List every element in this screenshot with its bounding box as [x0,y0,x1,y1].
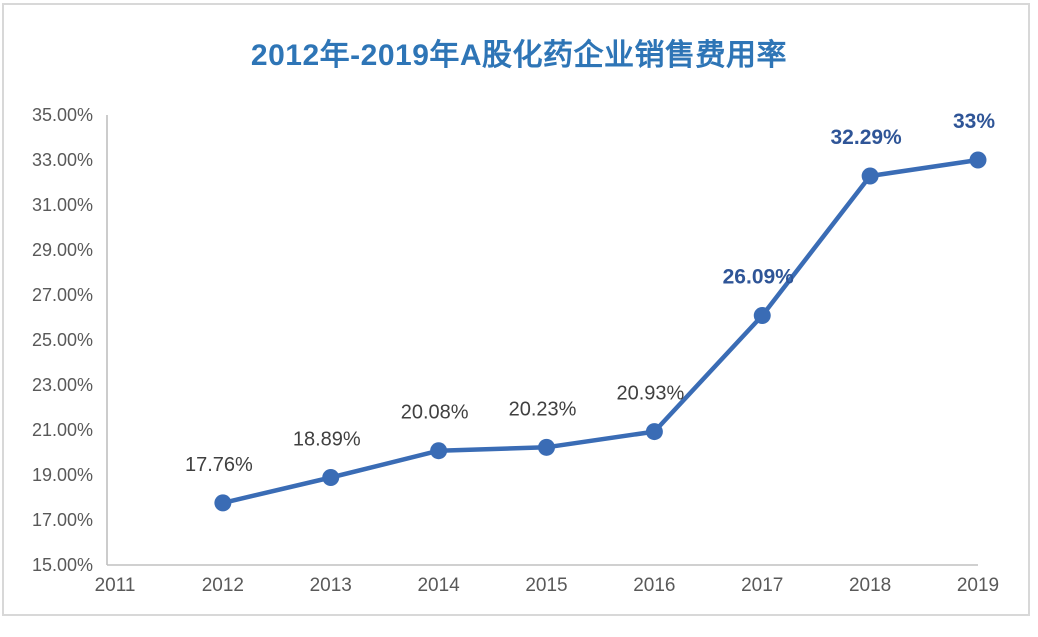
x-axis-label: 2017 [741,575,783,596]
data-point-2017 [753,306,771,324]
y-axis-label: 19.00% [32,465,93,485]
data-point-2018 [861,167,879,185]
x-axis-label: 2016 [633,575,675,596]
trend-line [220,157,981,506]
x-axis-label: 2014 [417,575,460,596]
y-axis-label: 23.00% [32,375,93,395]
y-axis-label: 33.00% [32,150,93,170]
data-label-2012: 17.76% [185,454,253,476]
data-point-2016 [645,423,663,441]
y-axis-label: 17.00% [32,510,93,530]
y-axis-label: 29.00% [32,240,93,260]
x-axis-label: 2018 [849,575,891,596]
x-axis-label: 2013 [310,575,352,596]
chart-frame [2,3,1030,616]
data-point-2015 [538,438,555,456]
y-axis-label: 35.00% [32,105,93,125]
chart-title: 2012年-2019年A股化药企业销售费用率 [250,39,788,72]
y-axis-label: 21.00% [32,420,93,440]
data-label-2013: 18.89% [293,428,361,450]
x-axis-label: 2015 [525,575,567,596]
data-label-2017: 26.09% [723,265,795,288]
data-label-2015: 20.23% [509,398,577,420]
y-axis-label: 27.00% [32,285,93,305]
data-point-2012 [214,494,232,512]
data-point-2014 [430,442,448,460]
data-point-2019 [969,151,987,169]
x-axis-label: 2019 [957,575,999,596]
x-axis-label: 2011 [95,575,136,596]
data-point-2013 [322,468,340,486]
data-label-2019: 33% [953,110,995,133]
data-label-2018: 32.29% [831,126,903,149]
y-axis-label: 25.00% [32,330,93,350]
y-axis-label: 31.00% [32,195,93,215]
data-label-2016: 20.93% [616,383,684,405]
y-axis-label: 15.00% [32,555,93,575]
data-label-2014: 20.08% [401,402,469,424]
x-axis-label: 2012 [202,575,244,596]
